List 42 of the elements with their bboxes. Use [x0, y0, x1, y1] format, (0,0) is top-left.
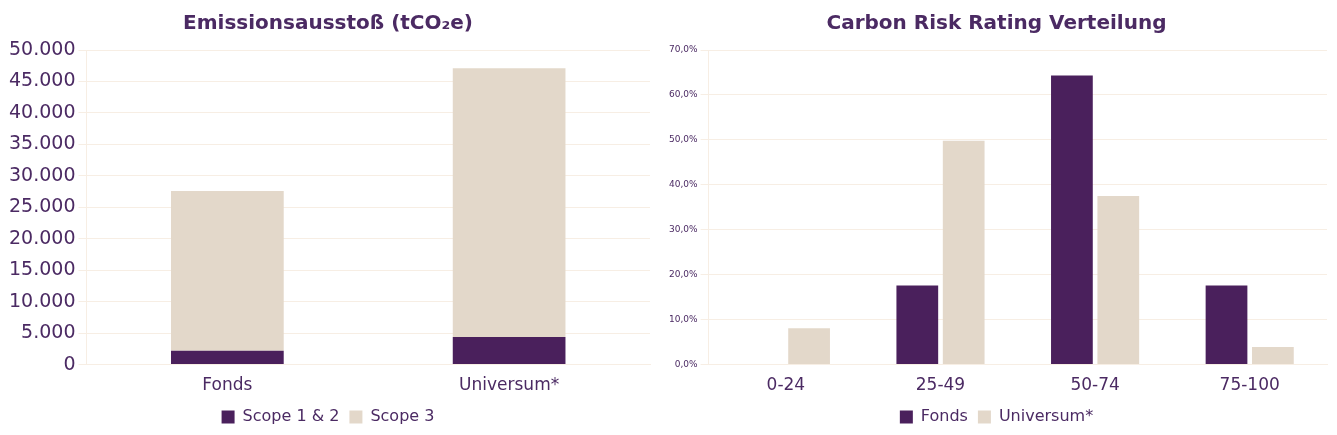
- y-tick-label: 20,0%: [669, 269, 699, 280]
- chart-title: Carbon Risk Rating Verteilung: [826, 10, 1167, 35]
- y-tick-label: 35.000: [9, 131, 76, 154]
- bar: [788, 328, 830, 365]
- y-tick-label: 5.000: [21, 320, 76, 343]
- y-tick-label: 10,0%: [669, 314, 699, 324]
- y-tick-label: 40,0%: [669, 179, 699, 190]
- y-tick-label: 25.000: [9, 194, 76, 217]
- bar: [452, 336, 566, 365]
- bar: [1205, 285, 1248, 365]
- x-tick-label: 25-49: [915, 374, 966, 395]
- y-tick-label: 50.000: [9, 36, 76, 59]
- y-tick-label: 10.000: [9, 288, 76, 311]
- x-tick-label: 75-100: [1219, 374, 1280, 395]
- y-tick-label: 60,0%: [669, 89, 699, 100]
- y-tick-label: 45.000: [9, 68, 76, 91]
- bar: [1252, 347, 1294, 365]
- bar: [452, 68, 566, 337]
- y-tick-label: 70,0%: [669, 44, 699, 55]
- y-tick-label: 50,0%: [669, 134, 699, 145]
- x-tick-label: Fonds: [202, 374, 253, 395]
- y-tick-label: 0,0%: [674, 358, 699, 369]
- legend-label: Universum*: [998, 406, 1094, 426]
- bar: [1097, 196, 1140, 365]
- bar: [896, 285, 939, 365]
- bar: [171, 190, 284, 351]
- x-tick-label: Universum*: [459, 374, 560, 395]
- y-tick-label: 30,0%: [669, 224, 699, 235]
- x-tick-label: 50-74: [1070, 374, 1120, 395]
- x-tick-label: 0-24: [766, 374, 806, 395]
- bar: [942, 140, 985, 365]
- y-tick-label: 20.000: [9, 225, 76, 248]
- legend-label: Fonds: [920, 406, 968, 426]
- chart-title: Emissionsausstoß (tCO₂e): [183, 10, 473, 35]
- y-tick-label: 0: [63, 351, 76, 374]
- y-tick-label: 40.000: [9, 99, 76, 122]
- y-tick-label: 30.000: [9, 162, 76, 185]
- y-tick-label: 15.000: [9, 257, 76, 280]
- bar: [171, 350, 284, 365]
- bar: [1051, 75, 1093, 365]
- legend-label: Scope 1 & 2: [242, 406, 340, 426]
- legend-label: Scope 3: [370, 406, 435, 426]
